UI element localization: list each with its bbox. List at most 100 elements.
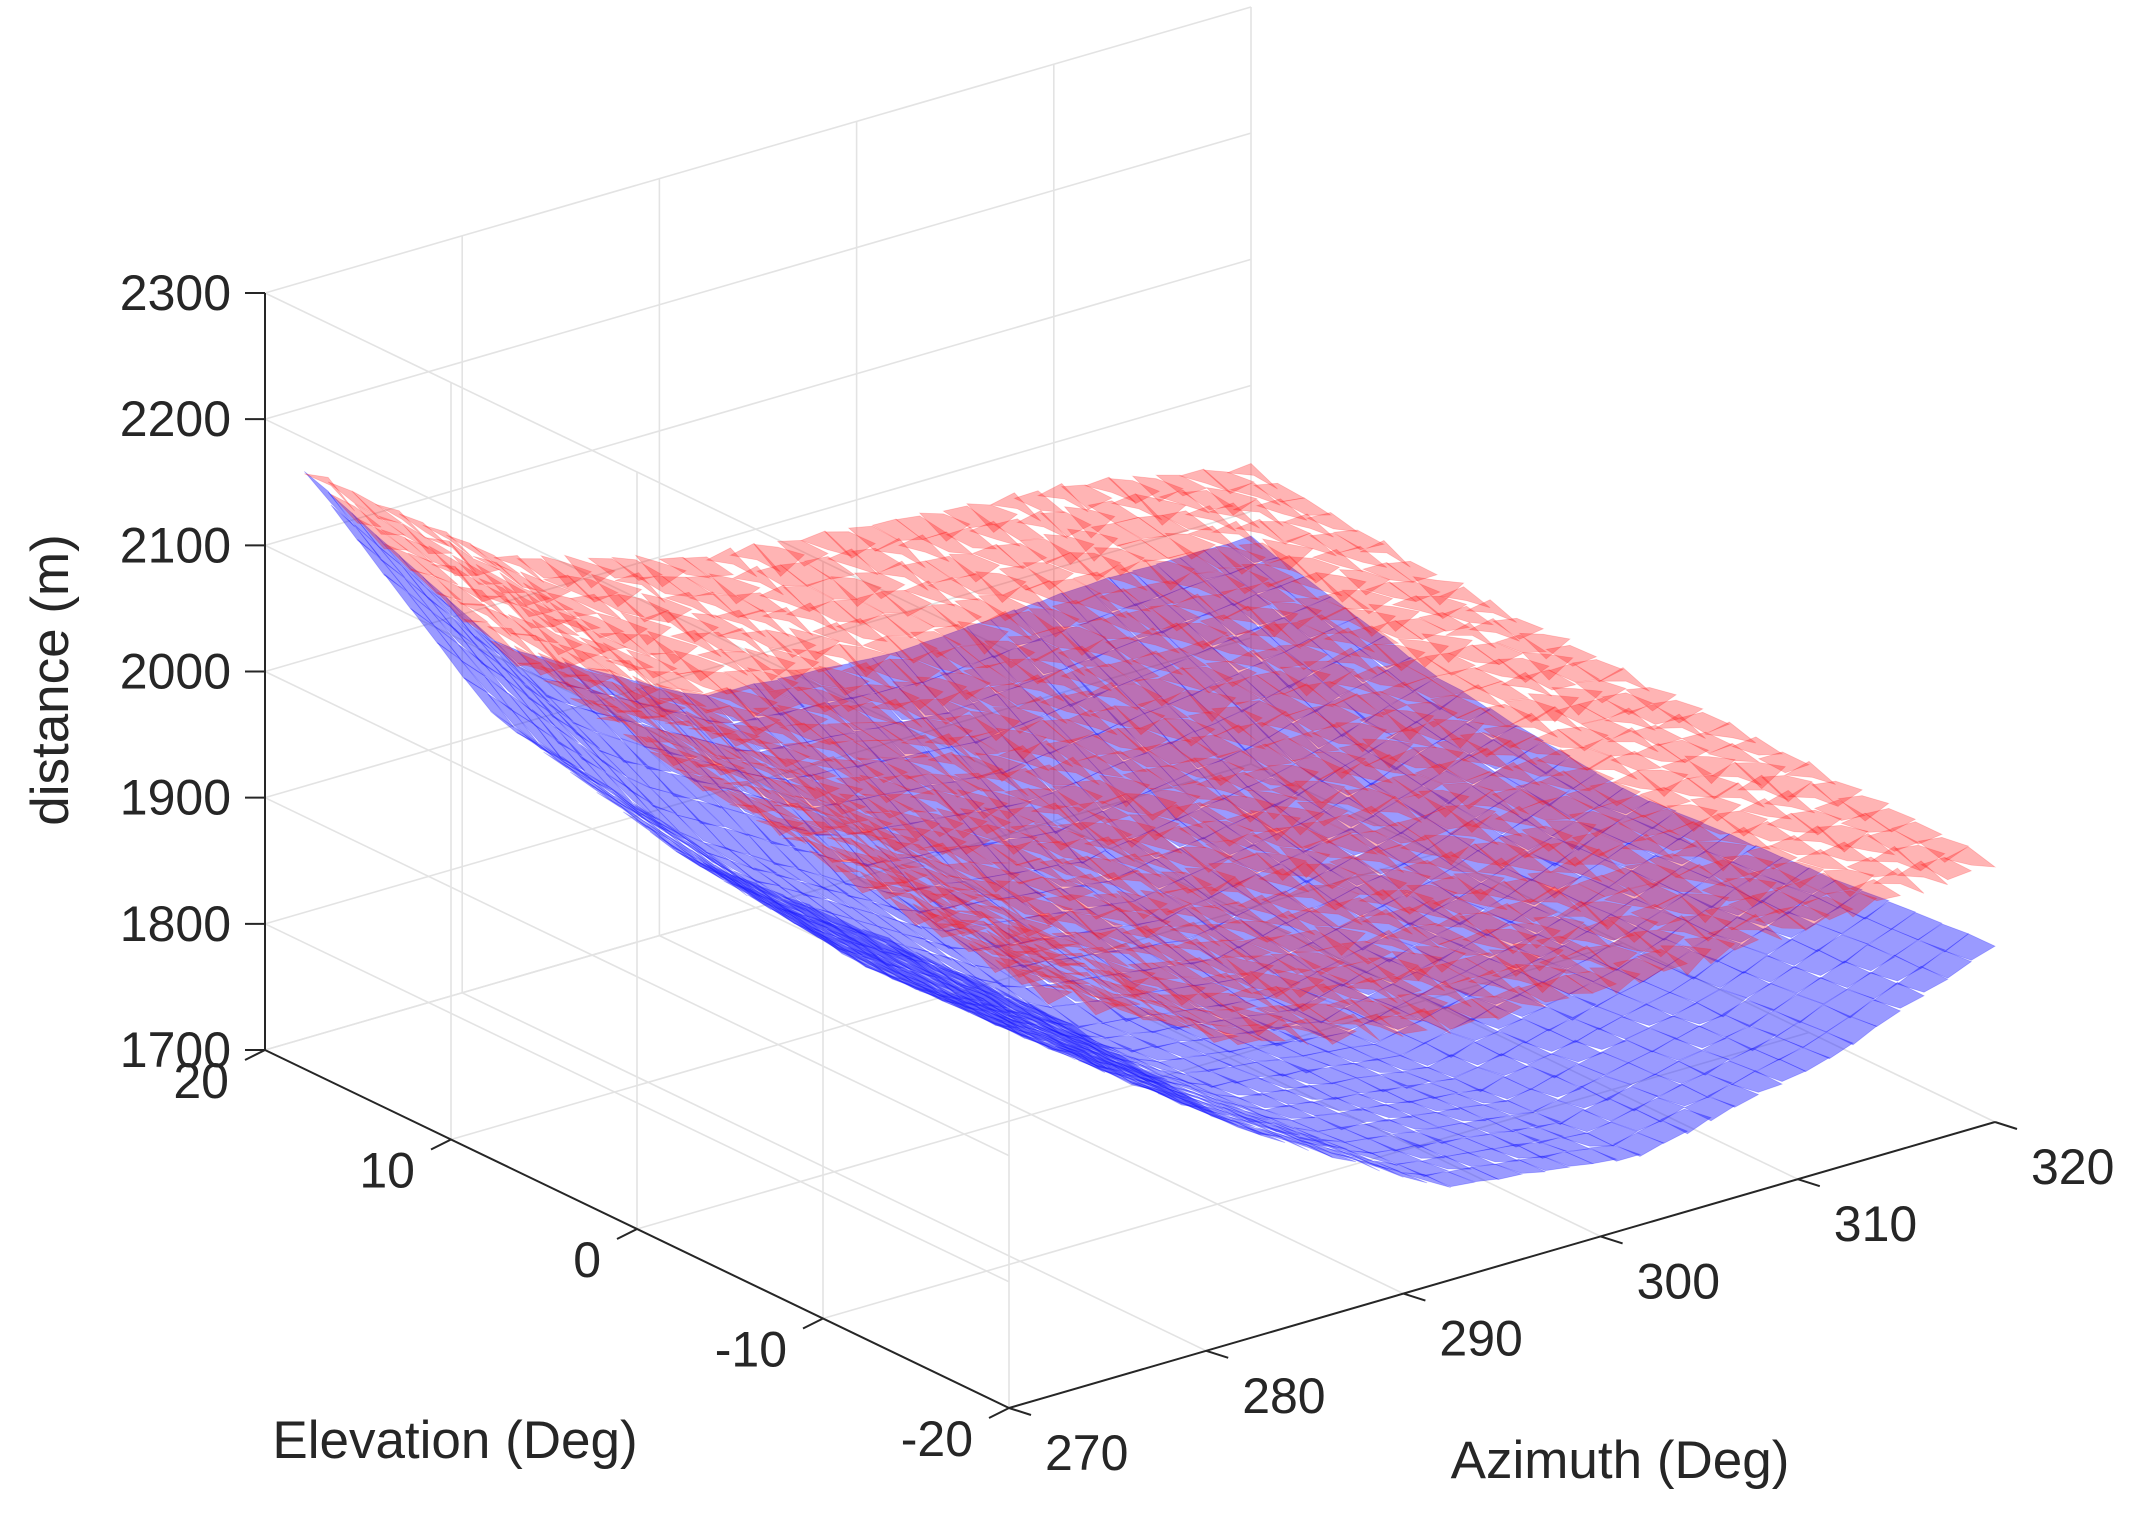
surface-facet xyxy=(1456,882,1509,910)
surface-facet xyxy=(1601,816,1654,845)
surface-facet xyxy=(1037,592,1090,629)
surface-facet xyxy=(954,776,1006,812)
surface-facet xyxy=(1458,1104,1512,1121)
surface-facet xyxy=(968,1010,1020,1029)
surface-facet xyxy=(696,800,749,837)
surface-facet xyxy=(723,780,775,809)
surface-facet xyxy=(1028,1003,1079,1027)
surface-facet xyxy=(717,785,769,822)
surface-facet xyxy=(1279,576,1332,608)
surface-facet xyxy=(1633,929,1686,958)
surface-facet xyxy=(1089,1045,1141,1072)
surface-facet xyxy=(1311,723,1364,746)
surface-facet xyxy=(883,881,934,909)
surface-facet xyxy=(1291,709,1343,749)
surface-facet xyxy=(570,697,621,724)
surface-facet xyxy=(1222,1016,1276,1035)
surface-facet xyxy=(1323,627,1375,653)
surface-facet xyxy=(1311,928,1364,960)
surface-facet xyxy=(454,628,506,679)
surface-facet xyxy=(830,912,881,939)
surface-facet xyxy=(977,594,1030,622)
surface-facet xyxy=(1535,748,1588,771)
surface-facet xyxy=(1160,510,1214,531)
surface-facet xyxy=(1260,1089,1314,1105)
surface-facet xyxy=(1455,888,1508,911)
surface-facet xyxy=(1325,1046,1379,1063)
surface-facet xyxy=(859,931,910,958)
surface-facet xyxy=(1080,956,1132,979)
surface-facet xyxy=(475,563,528,594)
surface-facet xyxy=(1162,887,1215,909)
surface-facet xyxy=(1104,818,1157,848)
surface-facet xyxy=(904,945,955,973)
surface-facet xyxy=(378,515,429,550)
surface-facet xyxy=(1037,1026,1088,1046)
surface-facet xyxy=(1397,816,1450,841)
surface-facet xyxy=(747,894,798,921)
surface-facet xyxy=(1027,788,1080,810)
surface-facet xyxy=(1027,608,1080,638)
surface-facet xyxy=(980,989,1032,1016)
surface-facet xyxy=(1295,967,1349,994)
surface-facet xyxy=(1086,856,1139,882)
surface-facet xyxy=(1518,741,1571,775)
surface-facet xyxy=(1004,610,1057,636)
surface-facet xyxy=(1497,832,1550,859)
surface-facet xyxy=(1128,627,1180,654)
surface-facet xyxy=(1822,868,1875,898)
surface-facet xyxy=(915,913,968,938)
surface-facet xyxy=(1636,910,1689,941)
surface-facet xyxy=(1456,706,1510,728)
surface-facet xyxy=(1240,1105,1292,1121)
surface-facet xyxy=(1202,1105,1253,1125)
surface-facet xyxy=(995,1022,1047,1042)
surface-facet xyxy=(1446,998,1500,1019)
surface-facet xyxy=(1048,578,1101,605)
surface-facet xyxy=(770,789,822,812)
surface-facet xyxy=(1453,1066,1506,1093)
surface-facet xyxy=(1122,585,1175,610)
surface-facet xyxy=(1246,789,1299,820)
surface-facet xyxy=(1766,938,1819,966)
surface-facet xyxy=(1227,463,1278,490)
surface-facet xyxy=(1382,893,1435,927)
surface-facet xyxy=(1051,781,1104,822)
surface-facet xyxy=(708,715,761,747)
surface-facet xyxy=(874,913,926,941)
surface-facet xyxy=(1080,821,1133,846)
surface-facet xyxy=(756,721,808,749)
surface-facet xyxy=(815,931,867,966)
surface-facet xyxy=(1092,1042,1144,1070)
surface-facet xyxy=(1143,559,1196,591)
surface-facet xyxy=(815,786,868,815)
surface-facet xyxy=(924,940,976,968)
surface-facet xyxy=(994,880,1047,904)
surface-facet xyxy=(862,955,914,983)
surface-facet xyxy=(484,606,537,637)
surface-facet xyxy=(1326,1147,1377,1167)
surface-facet xyxy=(942,505,995,529)
surface-facet xyxy=(942,626,995,666)
surface-facet xyxy=(425,586,477,639)
surface-facet xyxy=(906,784,959,820)
surface-facet xyxy=(1341,589,1394,615)
surface-facet xyxy=(1264,684,1317,723)
surface-facet xyxy=(620,719,671,743)
surface-facet xyxy=(1816,934,1869,964)
surface-facet xyxy=(1220,1102,1271,1122)
surface-facet xyxy=(1583,1097,1636,1122)
surface-facet xyxy=(726,876,778,903)
surface-facet xyxy=(1438,758,1491,781)
surface-facet xyxy=(1202,469,1255,495)
surface-facet xyxy=(744,889,796,925)
surface-facet xyxy=(1790,809,1843,836)
surface-facet xyxy=(1150,960,1204,979)
surface-facet xyxy=(1187,1100,1238,1126)
surface-facet xyxy=(1343,996,1396,1023)
surface-facet xyxy=(1184,1009,1236,1028)
surface-facet xyxy=(971,543,1025,570)
surface-facet xyxy=(1087,500,1140,524)
surface-facet xyxy=(1695,988,1748,1018)
surface-facet xyxy=(939,993,991,1013)
